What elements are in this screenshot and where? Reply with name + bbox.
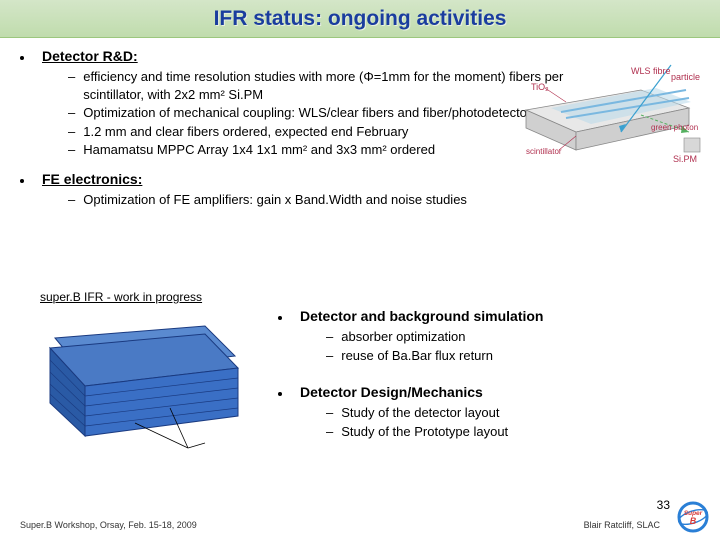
item-text: 1.2 mm and clear fibers ordered, expecte…: [83, 123, 408, 141]
section-design: Detector Design/Mechanics: [278, 384, 700, 400]
right-column: Detector and background simulation –abso…: [270, 290, 700, 453]
bullet-icon: [278, 316, 282, 320]
list-item: –Hamamatsu MPPC Array 1x4 1x1 mm² and 3x…: [68, 141, 568, 159]
diagram-label: WLS fibre: [631, 66, 671, 76]
bullet-icon: [20, 179, 24, 183]
list-item: –1.2 mm and clear fibers ordered, expect…: [68, 123, 568, 141]
sim-items: –absorber optimization –reuse of Ba.Bar …: [326, 328, 700, 364]
figure-box: [40, 308, 250, 453]
list-item: –reuse of Ba.Bar flux return: [326, 347, 700, 365]
item-text: absorber optimization: [341, 328, 465, 346]
item-text: Optimization of mechanical coupling: WLS…: [83, 104, 538, 122]
section-fe-electronics: FE electronics:: [20, 171, 700, 187]
footer-left: Super.B Workshop, Orsay, Feb. 15-18, 200…: [20, 520, 197, 530]
section-heading: FE electronics:: [42, 171, 142, 187]
diagram-label: scintillator: [526, 147, 562, 156]
footer-right: Blair Ratcliff, SLAC: [584, 520, 660, 530]
item-text: Study of the detector layout: [341, 404, 499, 422]
item-text: reuse of Ba.Bar flux return: [341, 347, 493, 365]
list-item: –efficiency and time resolution studies …: [68, 68, 568, 103]
diagram-label: particle: [671, 72, 700, 82]
lower-region: super.B IFR - work in progress: [0, 290, 720, 453]
list-item: –Study of the Prototype layout: [326, 423, 700, 441]
list-item: –Study of the detector layout: [326, 404, 700, 422]
ifr-figure: super.B IFR - work in progress: [20, 290, 270, 453]
page-title: IFR status: ongoing activities: [214, 7, 507, 31]
bullet-icon: [20, 56, 24, 60]
item-text: Study of the Prototype layout: [341, 423, 508, 441]
figure-caption: super.B IFR - work in progress: [40, 290, 270, 304]
scintillator-diagram: TiO₂ WLS fibre particle green photon Si.…: [521, 60, 706, 170]
section-heading: Detector R&D:: [42, 48, 138, 64]
diagram-label: green photon: [651, 123, 698, 132]
superb-logo-icon: Super B: [676, 500, 710, 534]
item-text: Optimization of FE amplifiers: gain x Ba…: [83, 191, 467, 209]
diagram-label: Si.PM: [673, 154, 697, 164]
svg-text:B: B: [690, 516, 697, 526]
item-text: Hamamatsu MPPC Array 1x4 1x1 mm² and 3x3…: [83, 141, 435, 159]
detector-rd-items: –efficiency and time resolution studies …: [68, 68, 568, 159]
list-item: –Optimization of mechanical coupling: WL…: [68, 104, 568, 122]
list-item: –absorber optimization: [326, 328, 700, 346]
section-heading: Detector and background simulation: [300, 308, 543, 324]
design-items: –Study of the detector layout –Study of …: [326, 404, 700, 440]
fe-electronics-items: –Optimization of FE amplifiers: gain x B…: [68, 191, 518, 209]
bullet-icon: [278, 392, 282, 396]
section-heading: Detector Design/Mechanics: [300, 384, 483, 400]
section-sim: Detector and background simulation: [278, 308, 700, 324]
list-item: –Optimization of FE amplifiers: gain x B…: [68, 191, 518, 209]
diagram-label: TiO₂: [531, 82, 549, 92]
title-bar: IFR status: ongoing activities: [0, 0, 720, 38]
item-text: efficiency and time resolution studies w…: [83, 68, 568, 103]
page-number: 33: [657, 498, 670, 512]
